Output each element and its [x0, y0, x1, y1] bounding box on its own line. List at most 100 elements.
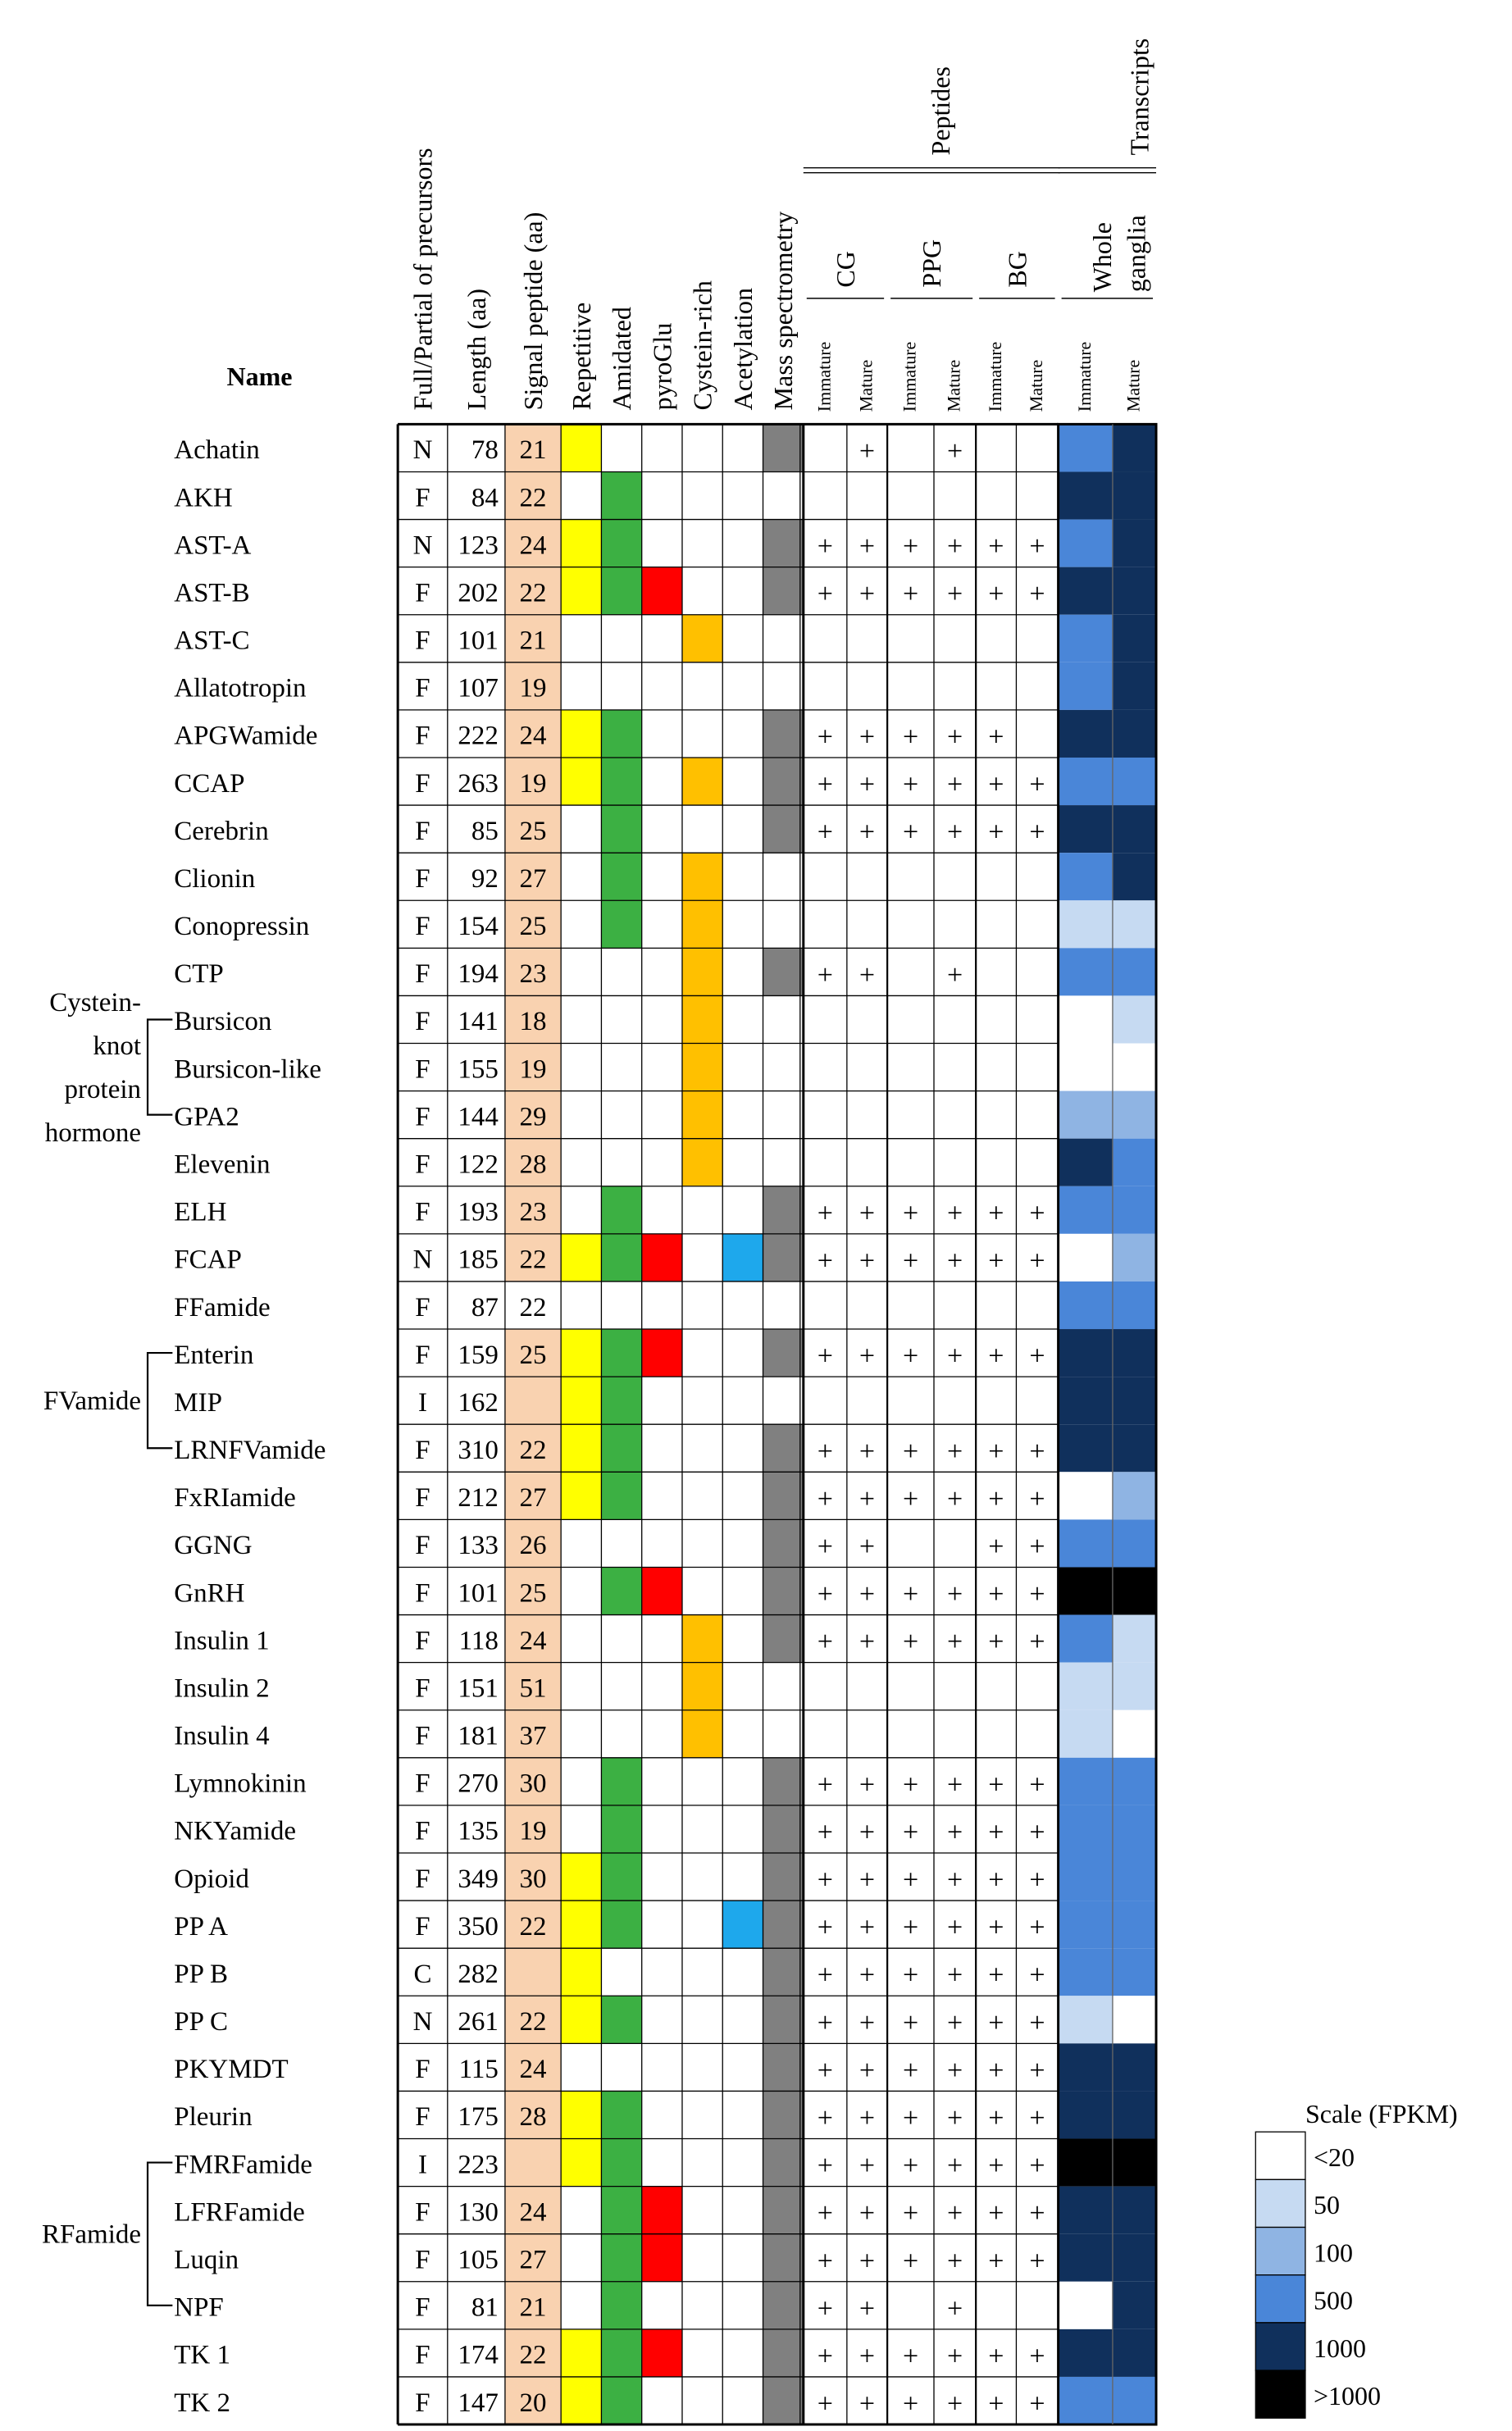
transcript-immature-cell [1058, 1186, 1113, 1234]
signal-value: 22 [520, 1912, 547, 1942]
peptide-detected-plus: + [1029, 817, 1045, 848]
peptide-detected-plus: + [1029, 1484, 1045, 1514]
peptide-detected-plus: + [988, 1579, 1004, 1609]
peptide-detected-plus: + [947, 531, 963, 562]
length-value: 212 [458, 1483, 499, 1513]
peptide-detected-plus: + [859, 579, 875, 609]
signal-value: 27 [520, 2246, 547, 2275]
cell-fill-lrnfvamide [561, 1424, 602, 1473]
peptide-detected-plus: + [947, 1436, 963, 1467]
length-value: 222 [458, 722, 499, 751]
full-partial-value: N [413, 530, 433, 560]
row-name: ELH [174, 1198, 226, 1227]
signal-value: 22 [520, 1436, 547, 1465]
transcript-mature-cell [1112, 709, 1157, 758]
cell-fill-tk-2 [504, 2376, 562, 2425]
transcript-immature-cell [1058, 2329, 1113, 2377]
signal-value: 18 [520, 1007, 547, 1036]
peptide-detected-plus: + [903, 2341, 918, 2371]
row-name: Conopressin [174, 912, 309, 941]
length-value: 147 [458, 2388, 499, 2418]
peptide-detected-plus: + [947, 960, 963, 990]
row-name: Luqin [174, 2246, 239, 2275]
length-value: 92 [471, 864, 499, 894]
row-name: CTP [174, 959, 224, 989]
length-value: 174 [458, 2341, 499, 2370]
transcripts-group-header: Transcripts [1125, 39, 1154, 156]
full-partial-value: F [415, 1341, 430, 1370]
cell-fill-pkymdt [763, 2043, 804, 2092]
signal-value: 28 [520, 2102, 547, 2132]
peptide-detected-plus: + [817, 1484, 833, 1514]
transcript-immature-cell [1058, 2376, 1113, 2425]
full-partial-value: F [415, 2197, 430, 2227]
cell-fill-insulin-2 [681, 1662, 723, 1710]
cell-fill-ccap [681, 757, 723, 806]
peptide-detected-plus: + [859, 770, 875, 800]
peptide-detected-plus: + [903, 579, 918, 609]
transcript-immature-cell [1058, 853, 1113, 901]
row-name: NPF [174, 2293, 224, 2323]
peptide-detected-plus: + [988, 1245, 1004, 1276]
cell-fill-gpa2 [681, 1090, 723, 1139]
group-label: knot [93, 1031, 141, 1061]
cell-fill-gnrh [641, 1567, 682, 1615]
transcript-immature-cell [1058, 2091, 1113, 2139]
cell-fill-elevenin [681, 1138, 723, 1186]
cell-fill-pleurin [601, 2091, 642, 2139]
cell-fill-luqin [641, 2233, 682, 2282]
peptide-detected-plus: + [988, 1532, 1004, 1562]
peptide-detected-plus: + [817, 2008, 833, 2038]
peptide-detected-plus: + [988, 722, 1004, 752]
row-name: LRNFVamide [174, 1436, 326, 1465]
cell-fill-apgwamide [763, 709, 804, 758]
peptide-detected-plus: + [988, 2246, 1004, 2276]
length-value: 81 [471, 2293, 499, 2323]
peptide-detected-plus: + [859, 2389, 875, 2420]
cell-fill-ast-c [681, 614, 723, 662]
peptide-detected-plus: + [859, 1817, 875, 1847]
signal-value: 24 [520, 1626, 547, 1655]
length-value: 159 [458, 1341, 499, 1370]
stage-header: Immature [1074, 342, 1095, 412]
transcript-mature-cell [1112, 948, 1157, 996]
transcript-mature-cell [1112, 1567, 1157, 1615]
peptide-detected-plus: + [817, 1865, 833, 1896]
cell-fill-lfrfamide [601, 2186, 642, 2234]
peptide-detected-plus: + [1029, 1245, 1045, 1276]
cell-fill-gnrh [504, 1567, 562, 1615]
peptide-detected-plus: + [947, 722, 963, 752]
peptide-detected-plus: + [859, 817, 875, 848]
signal-value: 22 [520, 2341, 547, 2370]
peptide-detected-plus: + [859, 2151, 875, 2181]
transcript-mature-cell [1112, 1186, 1157, 1234]
peptide-detected-plus: + [817, 2103, 833, 2133]
full-partial-value: F [415, 626, 430, 656]
column-header: Acetylation [728, 288, 758, 410]
peptide-detected-plus: + [903, 2008, 918, 2038]
row-name: LFRFamide [174, 2197, 305, 2227]
signal-value: 24 [520, 530, 547, 560]
peptide-detected-plus: + [859, 1484, 875, 1514]
peptide-detected-plus: + [817, 1627, 833, 1657]
scale-title: Scale (FPKM) [1305, 2099, 1458, 2128]
peptide-detected-plus: + [988, 770, 1004, 800]
row-name: Elevenin [174, 1150, 270, 1180]
peptide-detected-plus: + [947, 1865, 963, 1896]
full-partial-value: F [415, 817, 430, 846]
cell-fill-fmrfamide [504, 2138, 562, 2187]
transcript-mature-cell [1112, 1138, 1157, 1186]
full-partial-value: F [415, 1293, 430, 1322]
transcript-mature-cell [1112, 1472, 1157, 1520]
scale-swatch [1255, 2274, 1306, 2324]
peptide-detected-plus: + [988, 1436, 1004, 1467]
transcript-immature-cell [1058, 1281, 1113, 1330]
group-label: protein [65, 1075, 141, 1104]
length-value: 85 [471, 817, 499, 846]
cell-fill-clionin [601, 853, 642, 901]
row-name: Bursicon [174, 1007, 271, 1036]
peptide-detected-plus: + [1029, 1627, 1045, 1657]
peptide-detected-plus: + [817, 2246, 833, 2276]
row-name: Insulin 2 [174, 1673, 269, 1703]
peptide-detected-plus: + [1029, 1341, 1045, 1372]
